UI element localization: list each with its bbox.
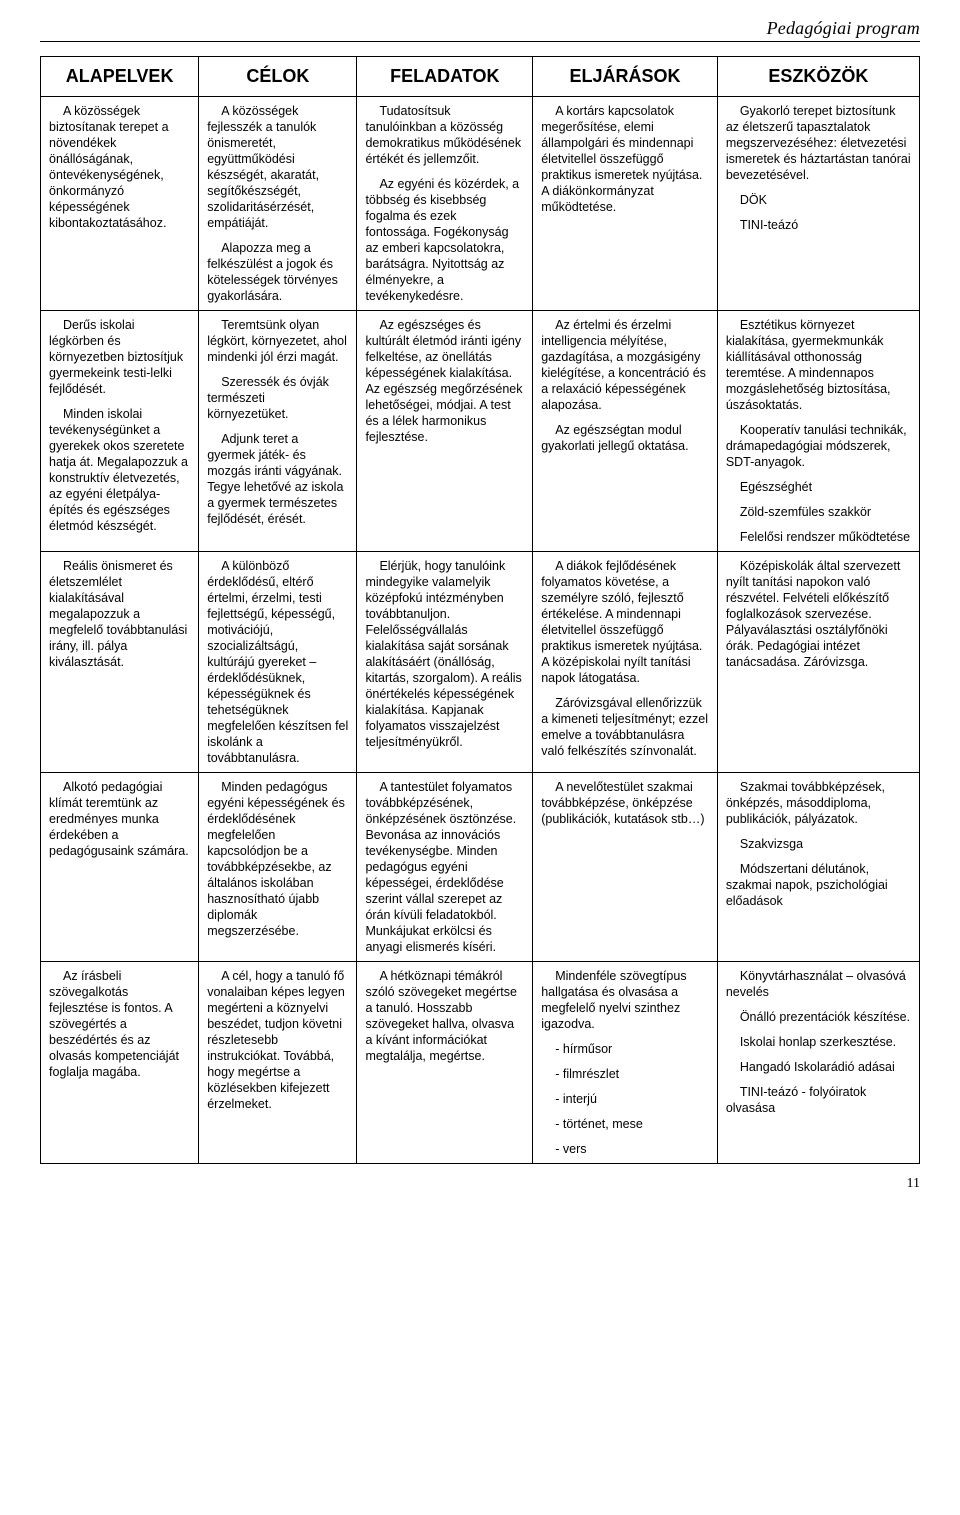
cell-paragraph: Az egészségtan modul gyakorlati jellegű … [541,422,709,454]
table-cell: A különböző érdeklődésű, eltérő értelmi,… [199,552,357,773]
cell-paragraph: Zöld-szemfüles szakkör [726,504,911,520]
cell-paragraph: Tudatosítsuk tanulóinkban a közösség dem… [365,103,524,167]
table-cell: Szakmai továbbképzések, önképzés, másodd… [717,773,919,962]
cell-paragraph: A cél, hogy a tanuló fő vonalaiban képes… [207,968,348,1112]
page-header: Pedagógiai program [40,18,920,42]
cell-paragraph: Szeressék és óvják természeti környezetü… [207,374,348,422]
table-cell: A közösségek fejlesszék a tanulók önisme… [199,97,357,311]
cell-paragraph: Önálló prezentációk készítése. [726,1009,911,1025]
cell-paragraph: Alkotó pedagógiai klímát teremtünk az er… [49,779,190,859]
table-body: A közösségek biztosítanak terepet a növe… [41,97,920,1164]
pedagogical-table: ALAPELVEKCÉLOKFELADATOKELJÁRÁSOKESZKÖZÖK… [40,56,920,1164]
cell-paragraph: Záróvizsgával ellenőrizzük a kimeneti te… [541,695,709,759]
cell-paragraph: TINI-teázó [726,217,911,233]
cell-paragraph: Alapozza meg a felkészülést a jogok és k… [207,240,348,304]
cell-paragraph: Az értelmi és érzelmi intelligencia mély… [541,317,709,413]
table-cell: A diákok fejlődésének folyamatos követés… [533,552,718,773]
cell-paragraph: A hétköznapi témákról szóló szövegeket m… [365,968,524,1064]
table-cell: Minden pedagógus egyéni képességének és … [199,773,357,962]
table-cell: Reális önismeret és életszemlélet kialak… [41,552,199,773]
table-row: Derűs iskolai légkörben és környezetben … [41,311,920,552]
table-cell: A közösségek biztosítanak terepet a növe… [41,97,199,311]
cell-paragraph: Minden iskolai tevékenységünket a gyerek… [49,406,190,534]
page-number: 11 [40,1176,920,1192]
cell-paragraph: TINI-teázó - folyóiratok olvasása [726,1084,911,1116]
cell-paragraph: A tantestület folyamatos továbbképzéséne… [365,779,524,955]
cell-paragraph: - hírműsor [541,1041,709,1057]
table-cell: Az értelmi és érzelmi intelligencia mély… [533,311,718,552]
table-row: A közösségek biztosítanak terepet a növe… [41,97,920,311]
table-cell: Mindenféle szövegtípus hallgatása és olv… [533,962,718,1164]
table-cell: Elérjük, hogy tanulóink mindegyike valam… [357,552,533,773]
column-header: FELADATOK [357,57,533,97]
column-header: CÉLOK [199,57,357,97]
cell-paragraph: Módszertani délutánok, szakmai napok, ps… [726,861,911,909]
table-cell: Az egészséges és kultúrált életmód iránt… [357,311,533,552]
cell-paragraph: Kooperatív tanulási technikák, drámapeda… [726,422,911,470]
cell-paragraph: Reális önismeret és életszemlélet kialak… [49,558,190,670]
column-header: ESZKÖZÖK [717,57,919,97]
table-cell: Az írásbeli szövegalkotás fejlesztése is… [41,962,199,1164]
cell-paragraph: A diákok fejlődésének folyamatos követés… [541,558,709,686]
table-cell: Teremtsünk olyan légkört, környezetet, a… [199,311,357,552]
cell-paragraph: Az egyéni és közérdek, a többség és kise… [365,176,524,304]
document-title: Pedagógiai program [40,18,920,39]
table-cell: A hétköznapi témákról szóló szövegeket m… [357,962,533,1164]
table-cell: A kortárs kapcsolatok megerősítése, elem… [533,97,718,311]
table-cell: A tantestület folyamatos továbbképzéséne… [357,773,533,962]
cell-paragraph: Egészséghét [726,479,911,495]
cell-paragraph: - filmrészlet [541,1066,709,1082]
table-row: Reális önismeret és életszemlélet kialak… [41,552,920,773]
table-cell: Alkotó pedagógiai klímát teremtünk az er… [41,773,199,962]
table-cell: Tudatosítsuk tanulóinkban a közösség dem… [357,97,533,311]
cell-paragraph: Elérjük, hogy tanulóink mindegyike valam… [365,558,524,750]
cell-paragraph: Mindenféle szövegtípus hallgatása és olv… [541,968,709,1032]
cell-paragraph: Felelősi rendszer működtetése [726,529,911,545]
cell-paragraph: Teremtsünk olyan légkört, környezetet, a… [207,317,348,365]
cell-paragraph: Minden pedagógus egyéni képességének és … [207,779,348,939]
cell-paragraph: Szakmai továbbképzések, önképzés, másodd… [726,779,911,827]
cell-paragraph: - történet, mese [541,1116,709,1132]
cell-paragraph: A kortárs kapcsolatok megerősítése, elem… [541,103,709,215]
cell-paragraph: Esztétikus környezet kialakítása, gyerme… [726,317,911,413]
table-cell: Középiskolák által szervezett nyílt taní… [717,552,919,773]
table-cell: Esztétikus környezet kialakítása, gyerme… [717,311,919,552]
table-cell: Könyvtárhasználat – olvasóvá nevelés Önál… [717,962,919,1164]
table-row: Az írásbeli szövegalkotás fejlesztése is… [41,962,920,1164]
cell-paragraph: - interjú [541,1091,709,1107]
cell-paragraph: Gyakorló terepet biztosítunk az életszer… [726,103,911,183]
cell-paragraph: Iskolai honlap szerkesztése. [726,1034,911,1050]
cell-paragraph: DÖK [726,192,911,208]
table-cell: Gyakorló terepet biztosítunk az életszer… [717,97,919,311]
column-header: ELJÁRÁSOK [533,57,718,97]
cell-paragraph: Az írásbeli szövegalkotás fejlesztése is… [49,968,190,1080]
table-header-row: ALAPELVEKCÉLOKFELADATOKELJÁRÁSOKESZKÖZÖK [41,57,920,97]
cell-paragraph: Szakvizsga [726,836,911,852]
table-cell: A cél, hogy a tanuló fő vonalaiban képes… [199,962,357,1164]
cell-paragraph: Az egészséges és kultúrált életmód iránt… [365,317,524,445]
cell-paragraph: A nevelőtestület szakmai továbbképzése, … [541,779,709,827]
cell-paragraph: Hangadó Iskolarádió adásai [726,1059,911,1075]
table-cell: A nevelőtestület szakmai továbbképzése, … [533,773,718,962]
cell-paragraph: Adjunk teret a gyermek játék- és mozgás … [207,431,348,527]
cell-paragraph: Derűs iskolai légkörben és környezetben … [49,317,190,397]
table-cell: Derűs iskolai légkörben és környezetben … [41,311,199,552]
column-header: ALAPELVEK [41,57,199,97]
cell-paragraph: Könyvtárhasználat – olvasóvá nevelés [726,968,911,1000]
table-row: Alkotó pedagógiai klímát teremtünk az er… [41,773,920,962]
cell-paragraph: A közösségek fejlesszék a tanulók önisme… [207,103,348,231]
cell-paragraph: A közösségek biztosítanak terepet a növe… [49,103,190,231]
cell-paragraph: - vers [541,1141,709,1157]
cell-paragraph: A különböző érdeklődésű, eltérő értelmi,… [207,558,348,766]
cell-paragraph: Középiskolák által szervezett nyílt taní… [726,558,911,670]
